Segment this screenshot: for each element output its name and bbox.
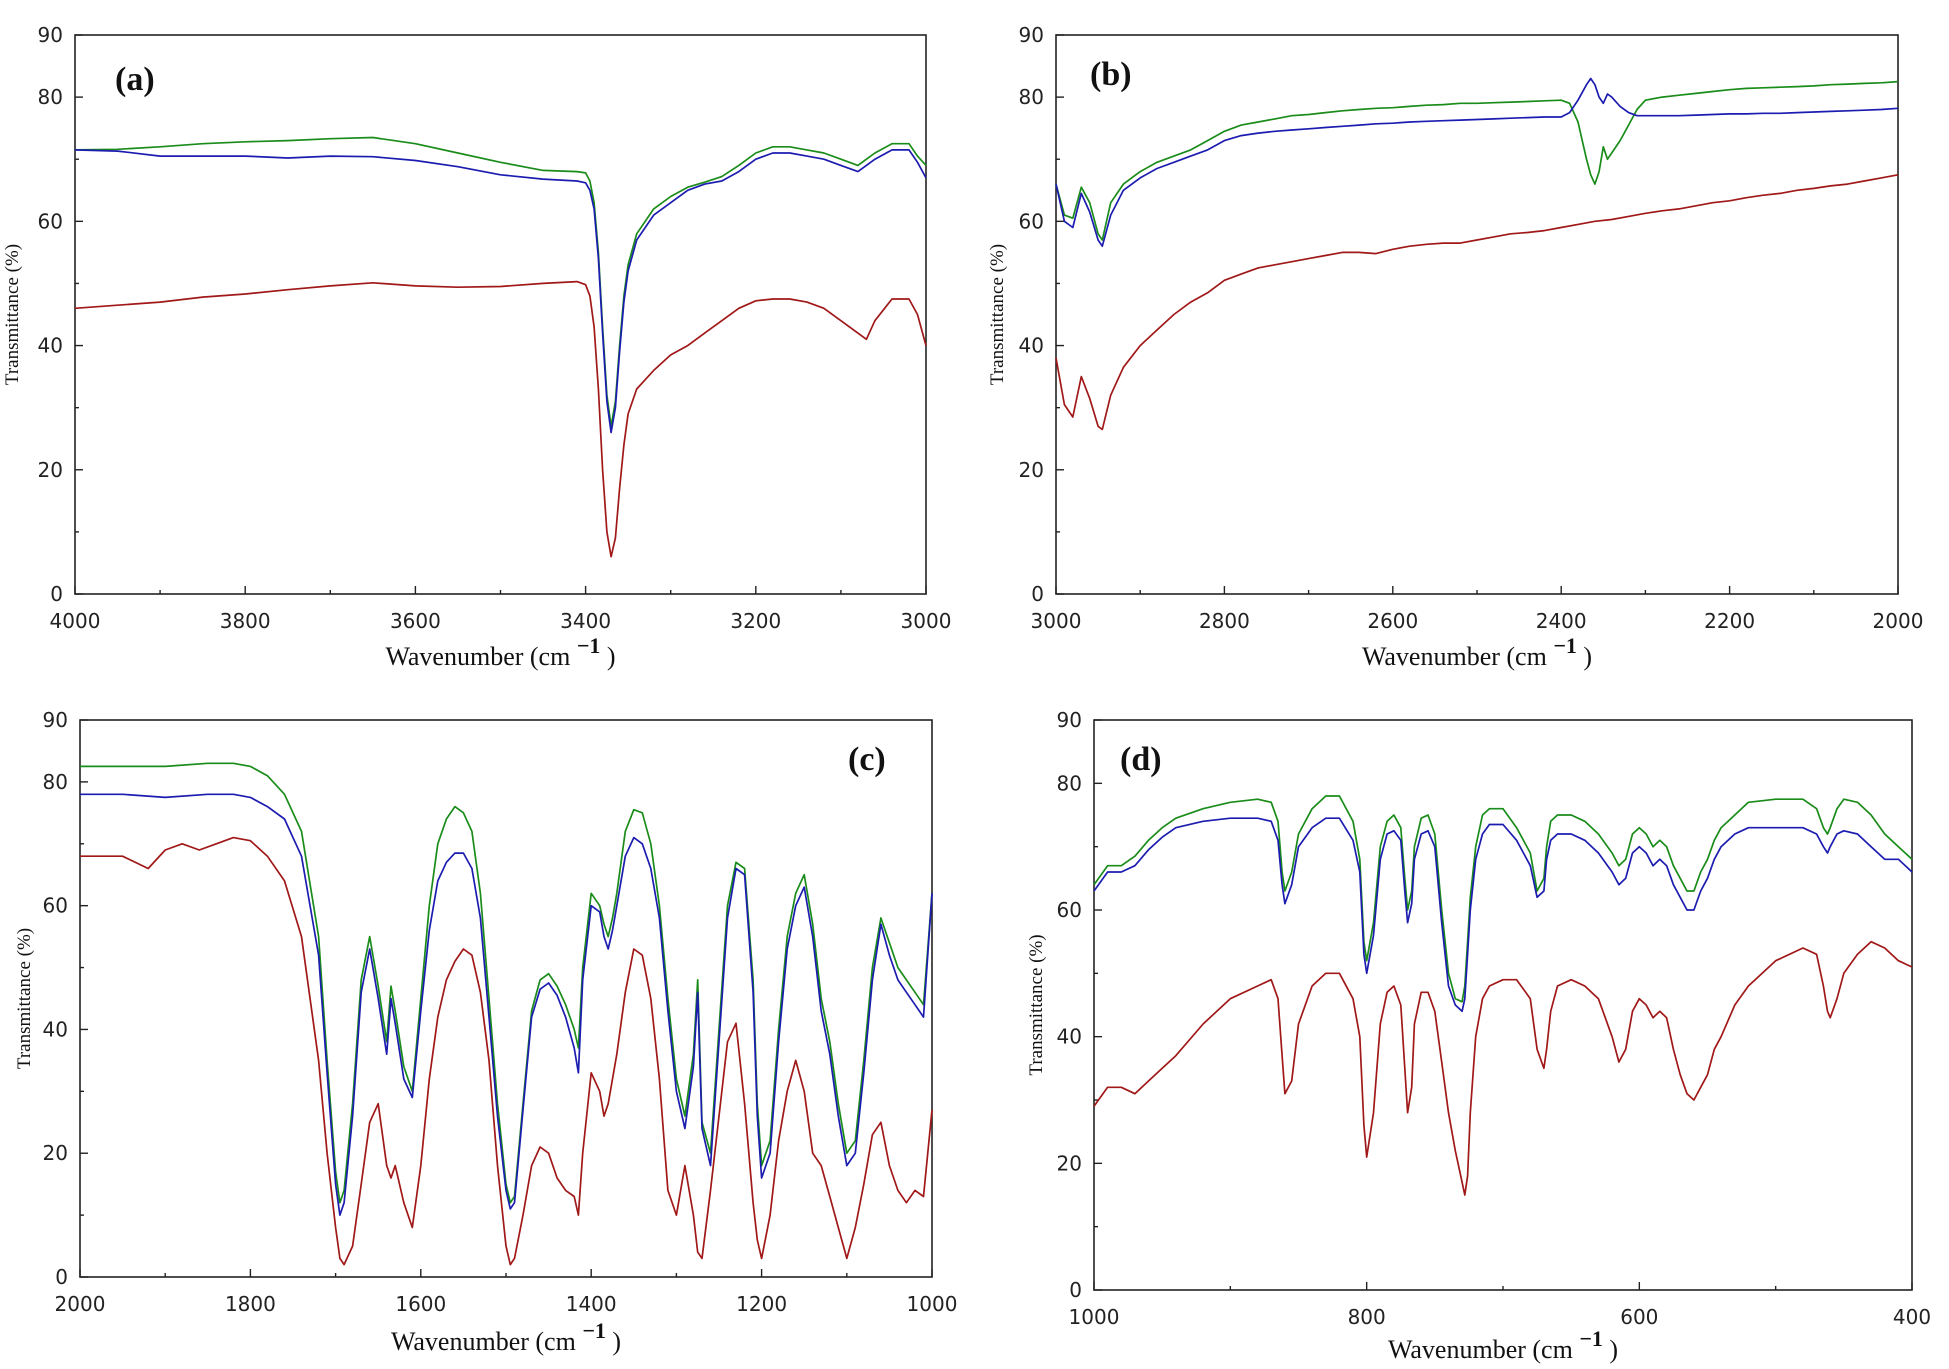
- x-tick-label: 1800: [225, 1292, 276, 1316]
- x-axis-title-main: Wavenumber (cm: [1362, 642, 1553, 671]
- x-axis-title-main: Wavenumber (cm: [1388, 1335, 1579, 1364]
- x-tick-label: 2000: [1873, 609, 1924, 633]
- y-tick-label: 80: [1019, 85, 1044, 109]
- y-tick-label: 60: [1057, 898, 1082, 922]
- x-tick-label: 400: [1893, 1305, 1931, 1329]
- x-tick-label: 3600: [390, 609, 441, 633]
- x-tick-label: 1400: [566, 1292, 617, 1316]
- y-tick-label: 90: [43, 708, 68, 732]
- x-tick-label: 1000: [907, 1292, 958, 1316]
- series-line-1: [1055, 77, 1899, 248]
- y-tick-label: 90: [1019, 23, 1044, 47]
- series-line-0: [1093, 795, 1913, 1003]
- x-axis-title: Wavenumber (cm −1 ): [385, 633, 615, 671]
- x-axis-title-main: Wavenumber (cm: [391, 1327, 582, 1356]
- series-line-1: [74, 149, 927, 434]
- series-line-2: [80, 836, 933, 1266]
- x-axis-title-close: ): [606, 1327, 621, 1356]
- panel-label: (d): [1120, 741, 1162, 778]
- y-tick-label: 0: [55, 1265, 68, 1289]
- x-tick-label: 600: [1620, 1305, 1658, 1329]
- plot-frame: [74, 34, 927, 595]
- x-tick-label: 2800: [1199, 609, 1250, 633]
- y-tick-label: 60: [38, 209, 63, 233]
- series-line-1: [80, 793, 933, 1216]
- y-tick-label: 90: [38, 23, 63, 47]
- y-tick-label: 0: [1031, 582, 1044, 606]
- y-axis-title: Transmittance (%): [1026, 934, 1047, 1075]
- panel-label: (b): [1090, 56, 1132, 93]
- x-axis-title-close: ): [1577, 642, 1592, 671]
- panel-label: (a): [115, 61, 155, 98]
- x-axis-title: Wavenumber (cm −1 ): [1362, 633, 1592, 671]
- series-line-0: [80, 762, 933, 1204]
- y-tick-label: 80: [38, 85, 63, 109]
- y-tick-label: 20: [1019, 458, 1044, 482]
- x-tick-label: 2400: [1536, 609, 1587, 633]
- y-tick-label: 0: [50, 582, 63, 606]
- panel-c: 0 20 40 60 80 90 2000 1800 1600 1400 1200 1000 (c) Wa…: [14, 708, 957, 1356]
- x-tick-label: 3000: [1031, 609, 1082, 633]
- x-tick-label: 3800: [220, 609, 271, 633]
- y-tick-label: 40: [1019, 334, 1044, 358]
- y-tick-label: 90: [1057, 708, 1082, 732]
- y-axis-title: Transmittance (%): [14, 928, 35, 1069]
- y-tick-label: 60: [43, 894, 68, 918]
- y-tick-label: 20: [1057, 1151, 1082, 1175]
- series-line-2: [74, 280, 927, 558]
- x-tick-label: 3000: [901, 609, 952, 633]
- x-tick-label: 2000: [55, 1292, 106, 1316]
- panel-d: 0 20 40 60 80 90 1000 800 600 400 (d) Wavenumber (c…: [1026, 708, 1931, 1364]
- x-axis-title-sup: −1: [582, 1318, 606, 1343]
- x-tick-label: 2600: [1367, 609, 1418, 633]
- x-tick-label: 4000: [50, 609, 101, 633]
- y-tick-label: 80: [43, 770, 68, 794]
- x-tick-label: 3400: [560, 609, 611, 633]
- y-tick-label: 40: [1057, 1025, 1082, 1049]
- y-tick-label: 60: [1019, 209, 1044, 233]
- y-tick-label: 40: [38, 334, 63, 358]
- y-tick-label: 20: [43, 1141, 68, 1165]
- series-line-1: [1093, 817, 1913, 1013]
- y-tick-label: 80: [1057, 771, 1082, 795]
- series-line-0: [1055, 80, 1899, 241]
- x-axis-title-sup: −1: [1579, 1326, 1603, 1351]
- y-tick-label: 0: [1069, 1278, 1082, 1302]
- x-axis-title: Wavenumber (cm −1 ): [391, 1318, 621, 1356]
- panel-label: (c): [848, 741, 886, 778]
- x-tick-label: 1600: [395, 1292, 446, 1316]
- y-axis-title: Transmittance (%): [987, 244, 1008, 385]
- x-axis-title: Wavenumber (cm −1 ): [1388, 1326, 1618, 1364]
- x-axis-title-sup: −1: [1553, 633, 1577, 658]
- x-tick-label: 3200: [730, 609, 781, 633]
- x-tick-label: 2200: [1704, 609, 1755, 633]
- y-tick-label: 40: [43, 1017, 68, 1041]
- series-line-2: [1093, 940, 1913, 1196]
- panel-b: 0 20 40 60 80 90 3000 2800 2600 2400 2200 2000 (b) Wa…: [987, 23, 1923, 671]
- y-axis-title: Transmittance (%): [2, 244, 23, 385]
- panel-a: 0 20 40 60 80 90 4000 3800 3600 3400 3200 3000 (a) Wa…: [2, 23, 951, 671]
- y-tick-label: 20: [38, 458, 63, 482]
- x-axis-title-close: ): [1603, 1335, 1618, 1364]
- series-line-0: [74, 136, 927, 428]
- series-line-2: [1055, 173, 1899, 431]
- x-tick-label: 800: [1348, 1305, 1386, 1329]
- x-axis-title-close: ): [600, 642, 615, 671]
- x-tick-label: 1000: [1069, 1305, 1120, 1329]
- x-axis-title-main: Wavenumber (cm: [385, 642, 576, 671]
- x-axis-title-sup: −1: [577, 633, 601, 658]
- x-tick-label: 1200: [736, 1292, 787, 1316]
